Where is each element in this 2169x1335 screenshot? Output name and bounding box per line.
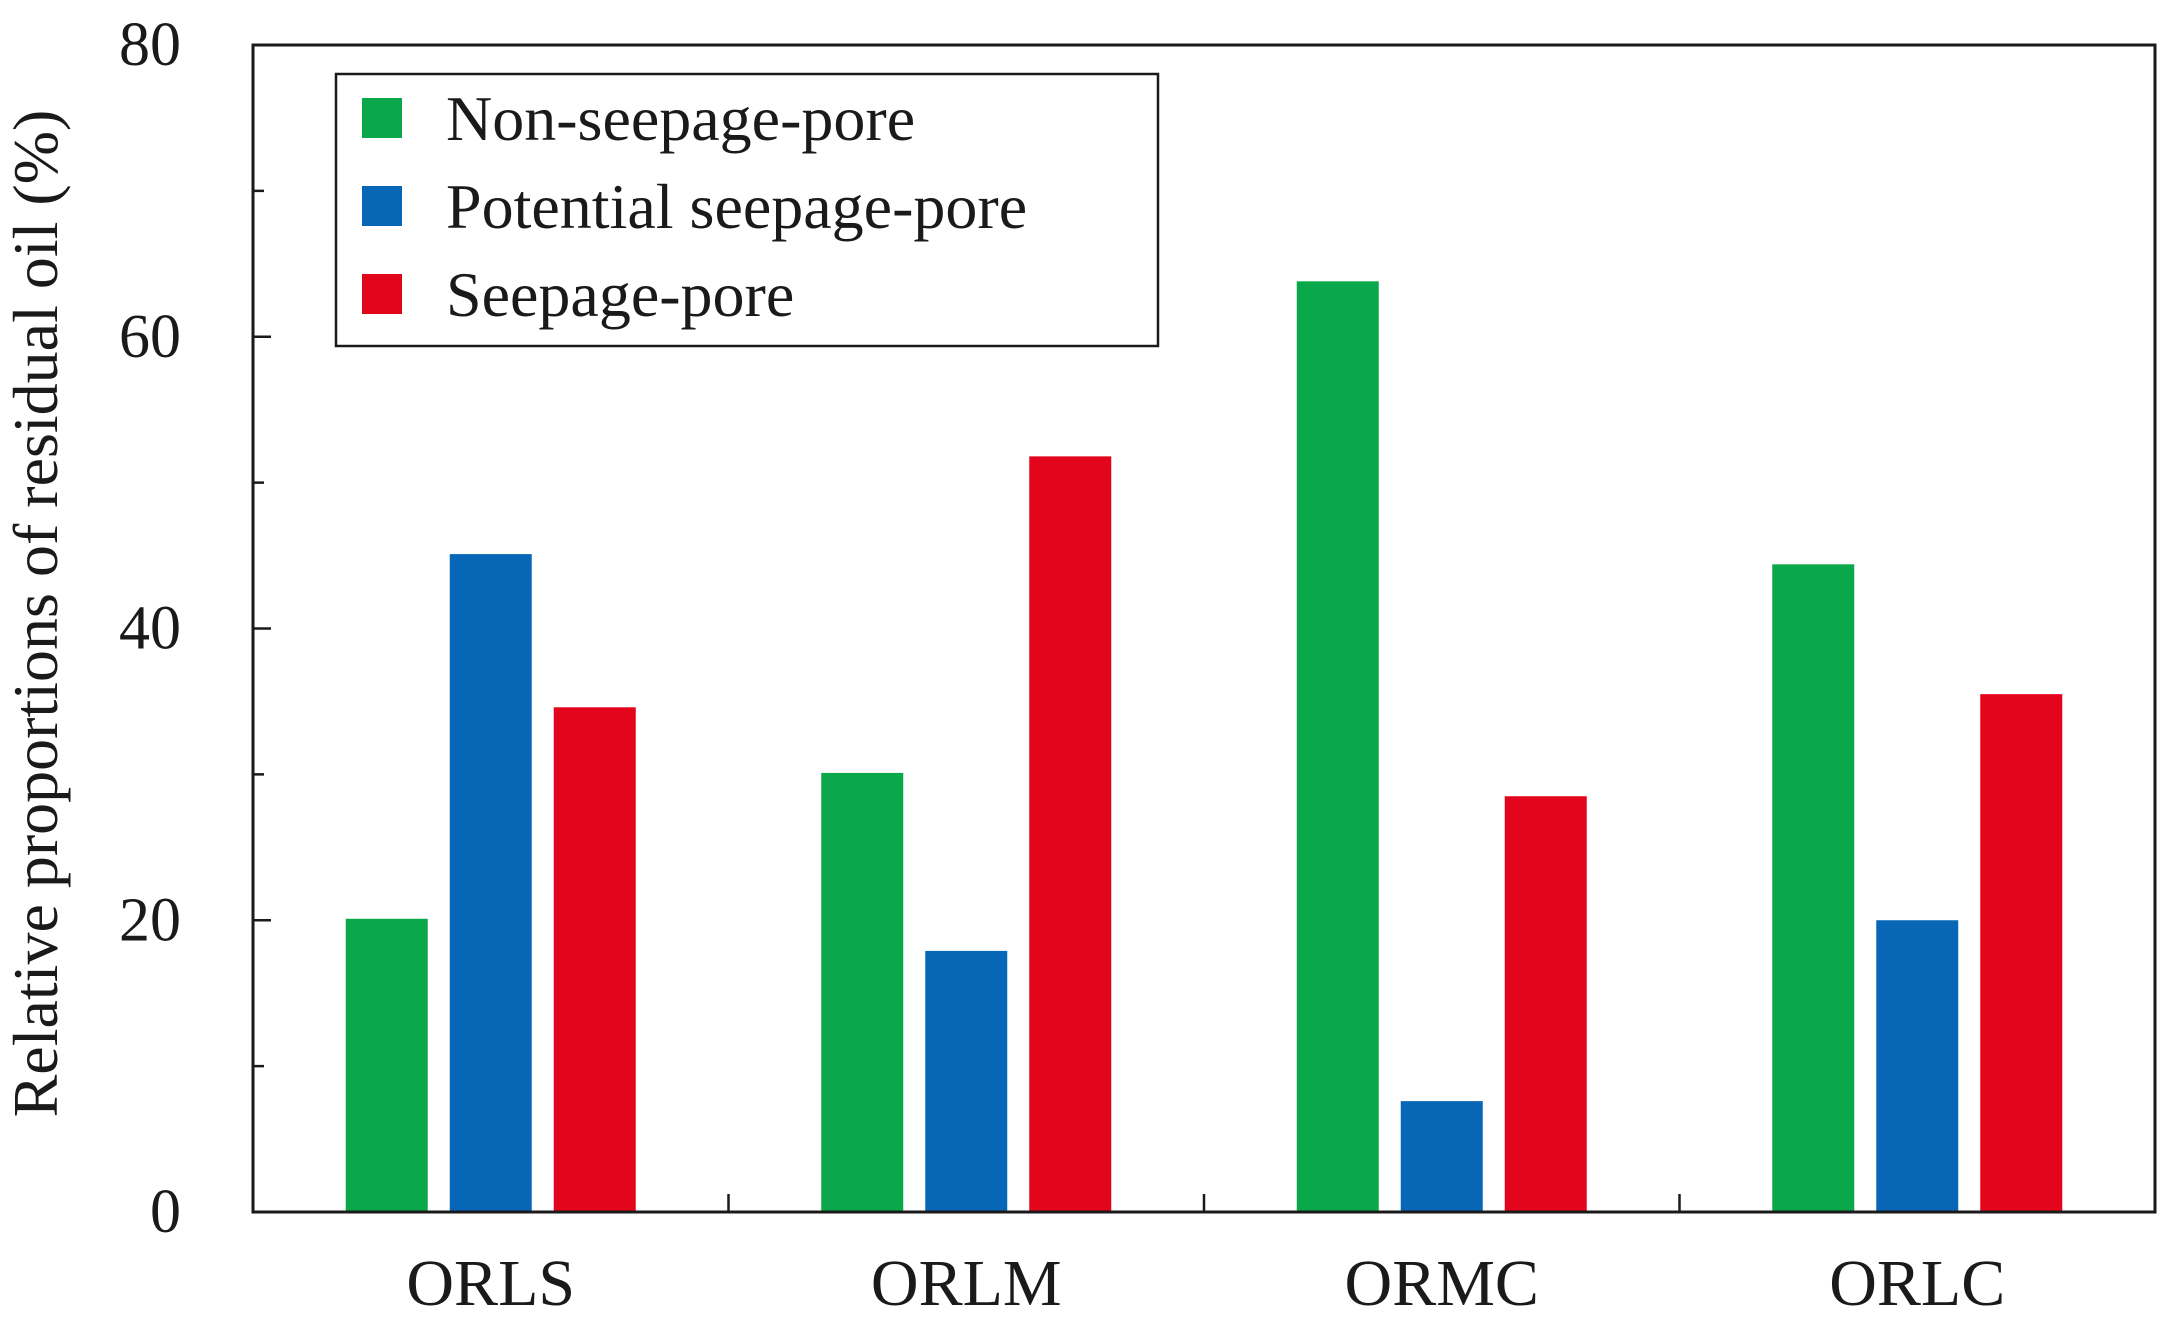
bar-orlc-potential-seepage-pore [1876, 920, 1959, 1212]
legend-swatch [362, 274, 402, 314]
bar-orlm-non-seepage-pore [821, 772, 904, 1212]
legend-items: Non-seepage-pore Potential seepage-pore Se… [362, 83, 1027, 330]
x-tick-label: ORLM [871, 1247, 1062, 1320]
bar-orls-seepage-pore [553, 707, 636, 1212]
legend-swatch [362, 98, 402, 138]
x-tick-label: ORLC [1829, 1247, 2005, 1320]
bar-orlc-non-seepage-pore [1772, 564, 1855, 1212]
bar-ormc-non-seepage-pore [1296, 281, 1379, 1212]
bar-orls-potential-seepage-pore [449, 554, 532, 1212]
bars-layer [345, 281, 2063, 1212]
bar-ormc-potential-seepage-pore [1400, 1101, 1483, 1212]
y-tick-labels: 0 20 40 60 80 [119, 11, 181, 1246]
legend-box [334, 72, 1160, 348]
bar-orls-non-seepage-pore [345, 918, 428, 1212]
legend-label: Potential seepage-pore [446, 171, 1027, 242]
y-axis-label: Relative proportions of residual oil (%) [0, 110, 71, 1118]
ticks-layer [253, 43, 1681, 1214]
bar-orlm-seepage-pore [1029, 456, 1112, 1212]
legend-swatch [362, 186, 402, 226]
x-tick-label: ORLS [406, 1247, 575, 1320]
legend-label: Non-seepage-pore [446, 83, 915, 154]
legend-label: Seepage-pore [446, 259, 794, 330]
y-tick-label: 40 [119, 595, 181, 663]
y-tick-label: 80 [119, 11, 181, 79]
x-tick-labels: ORLS ORLM ORMC ORLC [406, 1247, 2005, 1320]
y-tick-label: 0 [150, 1178, 181, 1246]
legend: Non-seepage-pore Potential seepage-pore Se… [334, 72, 1160, 348]
bar-orlc-seepage-pore [1980, 694, 2063, 1212]
y-tick-label: 20 [119, 886, 181, 954]
bar-orlm-potential-seepage-pore [925, 950, 1008, 1212]
bar-ormc-seepage-pore [1504, 796, 1587, 1212]
y-tick-label: 60 [119, 303, 181, 371]
x-tick-label: ORMC [1345, 1247, 1539, 1320]
